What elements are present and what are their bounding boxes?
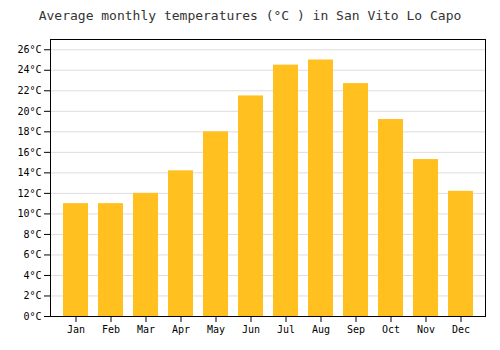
svg-text:Mar: Mar — [137, 324, 155, 335]
svg-text:Nov: Nov — [417, 324, 435, 335]
svg-text:Dec: Dec — [452, 324, 470, 335]
svg-text:Sep: Sep — [347, 324, 365, 335]
svg-text:2°C: 2°C — [23, 290, 41, 301]
svg-text:0°C: 0°C — [23, 311, 41, 322]
svg-text:Oct: Oct — [382, 324, 400, 335]
svg-text:20°C: 20°C — [17, 106, 41, 117]
svg-text:Jan: Jan — [67, 324, 85, 335]
svg-text:12°C: 12°C — [17, 188, 41, 199]
svg-text:8°C: 8°C — [23, 229, 41, 240]
svg-text:24°C: 24°C — [17, 64, 41, 75]
svg-text:Feb: Feb — [102, 324, 120, 335]
svg-text:26°C: 26°C — [17, 44, 41, 55]
svg-text:4°C: 4°C — [23, 270, 41, 281]
svg-text:6°C: 6°C — [23, 249, 41, 260]
svg-text:16°C: 16°C — [17, 147, 41, 158]
html-text:Average monthly temperatures (: Average monthly temperatures (°C ) in Sa… — [38, 8, 462, 23]
svg-text:Jun: Jun — [242, 324, 260, 335]
svg-text:22°C: 22°C — [17, 85, 41, 96]
svg-text:18°C: 18°C — [17, 126, 41, 137]
svg-text:Aug: Aug — [312, 324, 330, 335]
svg-text:Apr: Apr — [172, 324, 190, 335]
svg-text:10°C: 10°C — [17, 208, 41, 219]
svg-text:14°C: 14°C — [17, 167, 41, 178]
svg-text:May: May — [207, 324, 225, 335]
svg-text:Jul: Jul — [277, 324, 295, 335]
